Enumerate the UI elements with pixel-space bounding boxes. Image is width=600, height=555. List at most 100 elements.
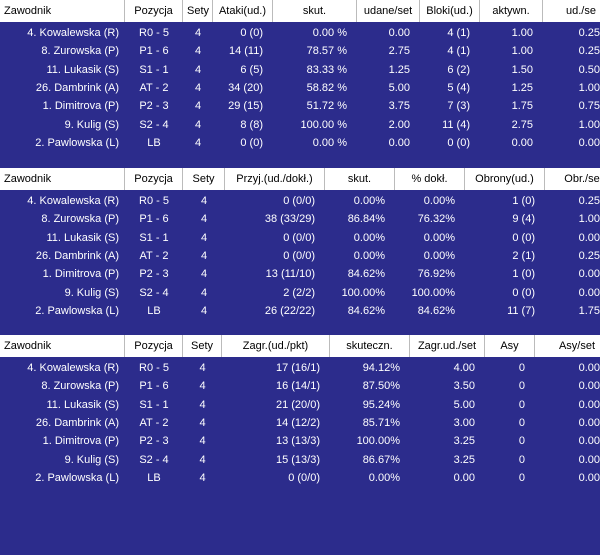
player-name: 4. Kowalewska (R): [27, 27, 119, 39]
player-name: 26. Dambrink (A): [35, 416, 119, 429]
stat-cell: R0 - 5: [139, 195, 169, 207]
stat-cell: 84.62%: [347, 304, 385, 317]
stat-cell: 0.00: [388, 27, 410, 39]
stat-cell: P2 - 3: [139, 100, 169, 113]
column-header: Obrony(ud.): [465, 168, 545, 190]
stat-cell: 0.00 %: [312, 27, 347, 39]
stat-cell: P1 - 6: [139, 45, 169, 58]
stat-cell: 4: [200, 268, 208, 281]
stat-cell: 84.62%: [347, 268, 385, 281]
column-header: ud./se: [543, 0, 600, 22]
stat-cell: LB: [147, 136, 161, 149]
stat-cell: 0 (0/0): [283, 231, 315, 244]
stat-cell: 0.00: [511, 136, 533, 149]
player-name: 1. Dimitrova (P): [42, 100, 119, 113]
stat-cell: 0.00: [453, 471, 475, 484]
stat-cell: 83.33 %: [306, 63, 347, 76]
stat-cell: 85.71%: [362, 416, 400, 429]
stat-cell: 94.12%: [362, 362, 400, 374]
player-name: 1. Dimitrova (P): [42, 268, 119, 281]
stat-cell: 2.00: [388, 118, 410, 131]
stat-cell: 0: [518, 398, 525, 411]
stat-cell: 4: [194, 100, 202, 113]
stat-cell: 0.00: [578, 286, 600, 299]
stat-cell: 2.75: [388, 45, 410, 58]
stat-cell: 0 (0): [512, 286, 535, 299]
stat-cell: 16 (14/1): [275, 380, 320, 393]
player-name: 4. Kowalewska (R): [27, 362, 119, 374]
stat-cell: 1.00: [511, 27, 533, 39]
column-header: udane/set: [357, 0, 420, 22]
stat-cell: P2 - 3: [139, 268, 169, 281]
stat-cell: 0.25: [578, 45, 600, 58]
stat-cell: 13 (13/3): [275, 435, 320, 448]
stat-cell: 5.00: [388, 81, 410, 94]
stat-cell: 84.62%: [417, 304, 455, 317]
stat-cell: AT - 2: [139, 81, 169, 94]
player-name: 8. Zurowska (P): [41, 213, 119, 226]
stat-cell: LB: [147, 471, 161, 484]
stat-cell: 0.00: [578, 398, 600, 411]
stat-cell: 3.00: [453, 416, 475, 429]
stat-cell: 4: [199, 453, 206, 466]
stat-cell: 14 (11): [228, 45, 263, 58]
stat-cell: 0.00: [578, 362, 600, 374]
stat-cell: 0: [518, 362, 525, 374]
stat-cell: 2.75: [511, 118, 533, 131]
stat-cell: 1.00: [578, 81, 600, 94]
stat-cell: 4: [199, 398, 206, 411]
column-header: aktywn.: [480, 0, 543, 22]
stat-cell: 4: [199, 471, 206, 484]
stat-cell: 4: [200, 213, 208, 226]
stat-cell: 58.82 %: [306, 81, 347, 94]
player-name: 2. Pawlowska (L): [35, 304, 119, 317]
stat-cell: 0 (0): [512, 231, 535, 244]
stat-cell: 4: [194, 27, 202, 39]
stat-cell: 0.00: [388, 136, 410, 149]
stat-cell: 0.25: [578, 249, 600, 262]
column-header: Zawodnik: [0, 168, 125, 190]
column-header: Obr./se: [545, 168, 600, 190]
stat-cell: 0 (0): [240, 27, 263, 39]
stat-cell: 1.25: [388, 63, 410, 76]
stat-cell: R0 - 5: [139, 27, 169, 39]
stat-cell: 0 (0/0): [283, 249, 315, 262]
stat-cell: 7 (3): [447, 100, 470, 113]
column-header: Bloki(ud.): [420, 0, 480, 22]
stat-cell: 3.25: [453, 435, 475, 448]
stat-cell: R0 - 5: [139, 362, 169, 374]
stat-cell: 4: [194, 136, 202, 149]
stat-cell: 4: [194, 63, 202, 76]
stat-cell: 9 (4): [512, 213, 535, 226]
stat-cell: 0 (0/0): [288, 471, 320, 484]
stat-cell: 4.00: [453, 362, 475, 374]
stat-cell: 1.75: [511, 100, 533, 113]
column-header: skut.: [325, 168, 395, 190]
stat-cell: 4 (1): [447, 27, 470, 39]
column-header: Zawodnik: [0, 335, 125, 357]
stat-cell: P1 - 6: [139, 213, 169, 226]
player-name: 26. Dambrink (A): [35, 81, 119, 94]
stat-cell: 0.00: [578, 268, 600, 281]
stat-cell: 1.50: [511, 63, 533, 76]
column-header: Asy/set: [535, 335, 600, 357]
stat-cell: 0: [518, 380, 525, 393]
column-header: Sety: [183, 168, 225, 190]
player-name: 11. Lukasik (S): [46, 231, 119, 244]
stat-cell: 6 (5): [240, 63, 263, 76]
stat-cell: 0 (0): [447, 136, 470, 149]
stat-cell: 0.00: [578, 471, 600, 484]
stat-cell: 0: [518, 416, 525, 429]
player-name: 9. Kulig (S): [64, 453, 119, 466]
stat-cell: LB: [147, 304, 161, 317]
stat-cell: 17 (16/1): [275, 362, 320, 374]
stat-cell: P1 - 6: [139, 380, 169, 393]
column-header: Ataki(ud.): [213, 0, 273, 22]
stat-cell: 11 (7): [507, 304, 535, 317]
stat-cell: 15 (13/3): [275, 453, 320, 466]
stat-cell: 6 (2): [447, 63, 470, 76]
stat-cell: 4: [199, 435, 206, 448]
stat-cell: 0.00%: [423, 231, 455, 244]
column-header: Pozycja: [125, 168, 183, 190]
